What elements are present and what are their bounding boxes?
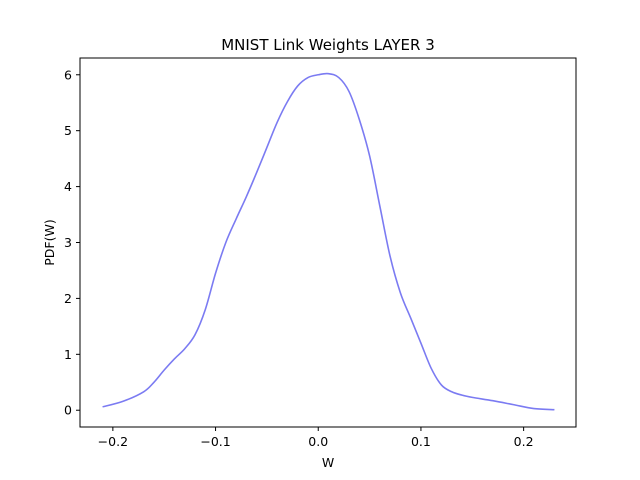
y-axis-ticks: 0 1 2 3 4 5 6	[64, 67, 80, 418]
x-axis-ticks: −0.2 −0.1 0.0 0.1 0.2	[98, 427, 534, 449]
plot-layer	[102, 72, 555, 411]
x-tick-label: 0.1	[411, 434, 431, 449]
x-tick-label: −0.2	[98, 434, 128, 449]
y-tick-label: 6	[64, 67, 72, 82]
x-tick-label: 0.2	[514, 434, 534, 449]
y-tick-label: 0	[64, 403, 72, 418]
y-tick-label: 1	[64, 347, 72, 362]
x-axis-label: W	[322, 455, 334, 470]
y-tick-label: 3	[64, 235, 72, 250]
y-tick-label: 4	[64, 179, 72, 194]
series-line-0	[102, 72, 555, 411]
x-tick-label: 0.0	[308, 434, 328, 449]
chart-title: MNIST Link Weights LAYER 3	[221, 36, 435, 54]
y-tick-label: 2	[64, 291, 72, 306]
y-tick-label: 5	[64, 123, 72, 138]
x-tick-label: −0.1	[200, 434, 230, 449]
y-axis-label: PDF(W)	[42, 219, 57, 265]
